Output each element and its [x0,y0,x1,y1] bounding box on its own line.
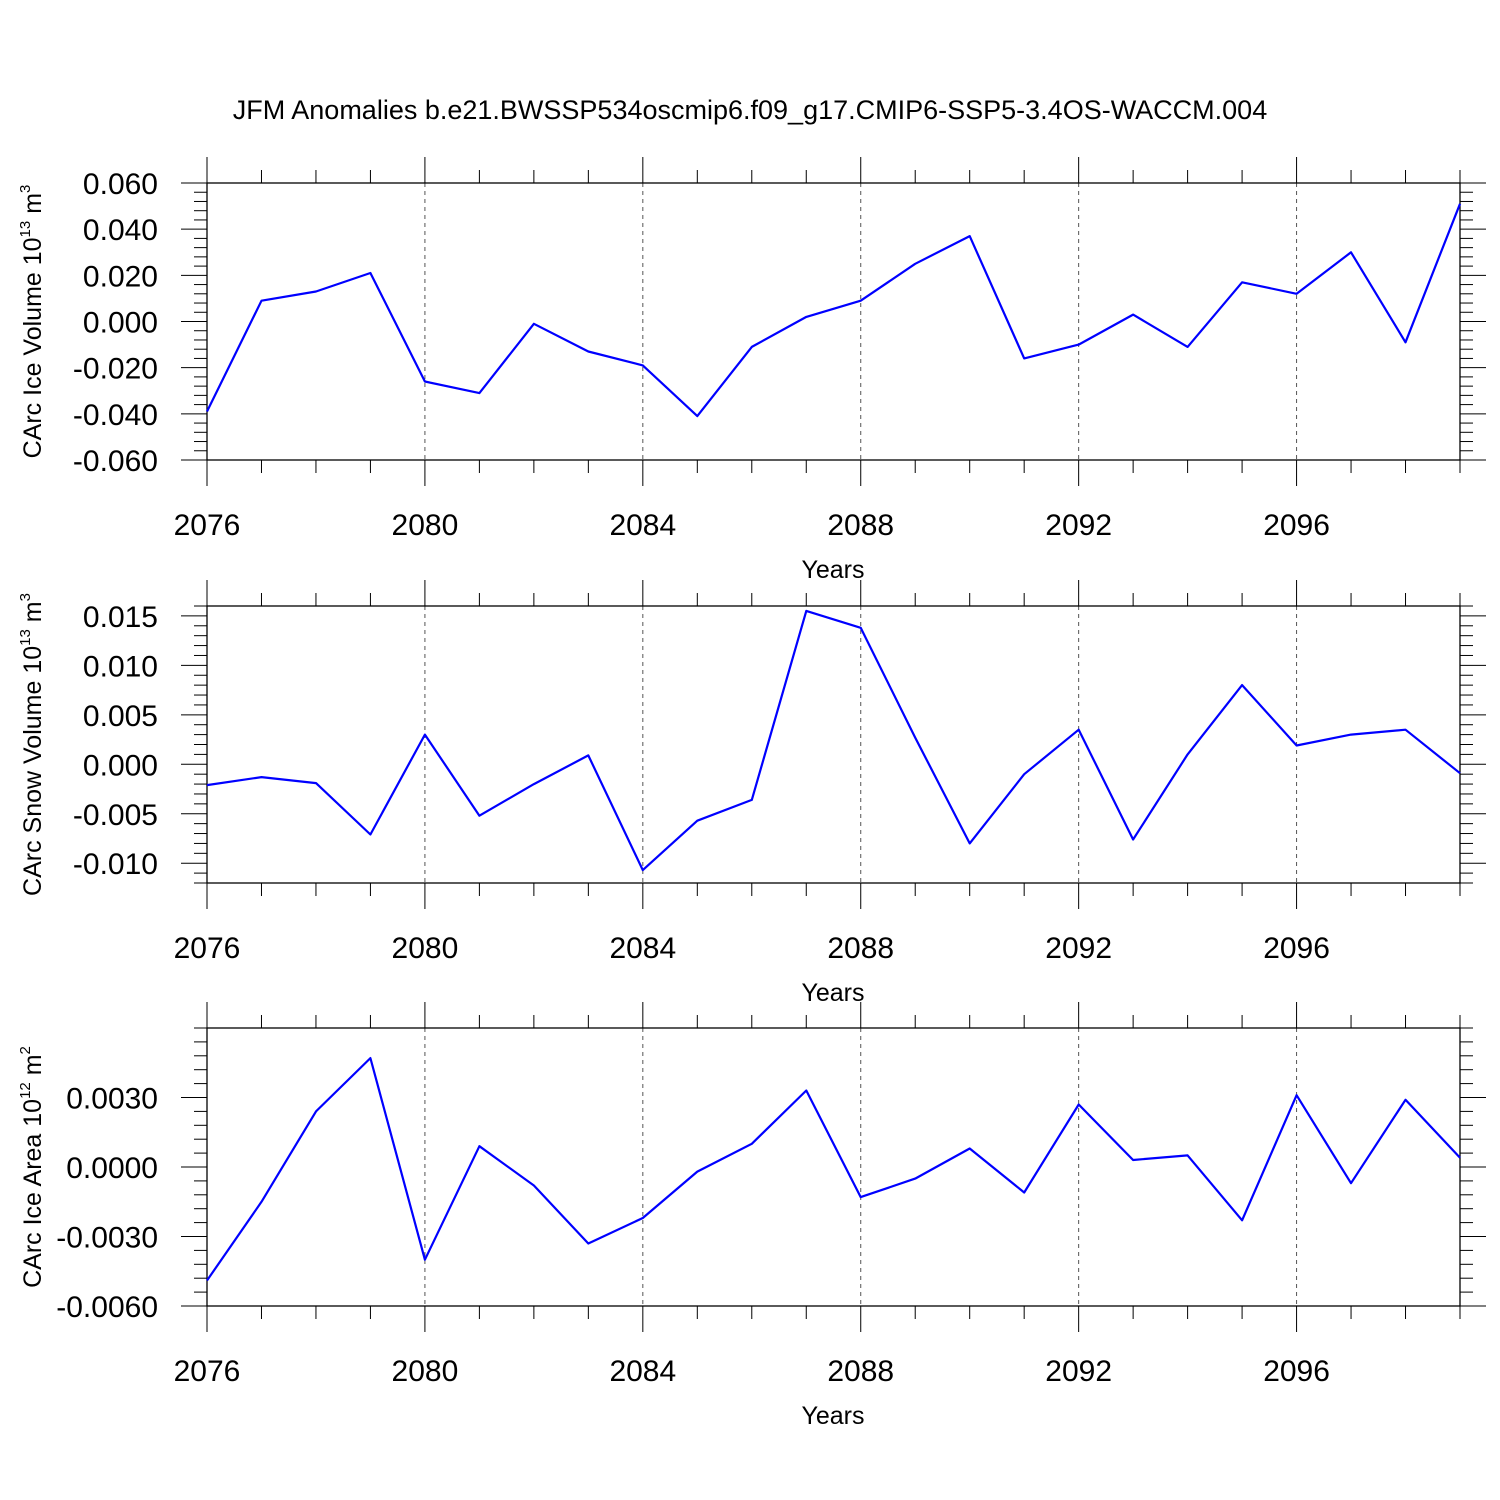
y-tick-label: 0.000 [83,307,158,340]
x-tick-label: 2076 [174,1355,241,1388]
x-axis-label: Years [801,556,864,584]
x-axis-label: Years [801,979,864,1007]
y-tick-label: -0.020 [73,353,158,386]
x-tick-label: 2096 [1263,509,1330,542]
y-axis-label: CArc Ice Volume 1013 m3 [17,185,47,459]
x-axis-label: Years [801,1402,864,1430]
x-tick-label: 2092 [1045,509,1112,542]
y-tick-label: 0.015 [83,601,158,634]
y-axis-label: CArc Ice Area 1012 m2 [17,1046,47,1288]
x-tick-label: 2076 [174,509,241,542]
x-tick-label: 2084 [609,1355,676,1388]
x-tick-label: 2092 [1045,1355,1112,1388]
y-tick-label: 0.020 [83,260,158,293]
y-tick-label: 0.005 [83,700,158,733]
x-tick-label: 2080 [392,1355,459,1388]
x-tick-label: 2076 [174,932,241,965]
x-tick-label: 2088 [827,932,894,965]
y-tick-label: -0.005 [73,799,158,832]
x-tick-label: 2096 [1263,1355,1330,1388]
y-tick-label: 0.060 [83,168,158,201]
y-tick-label: 0.000 [83,749,158,782]
x-tick-label: 2096 [1263,932,1330,965]
y-tick-label: 0.0030 [66,1083,158,1116]
panel-3: 2076 2080 2084 2088 2092 2096 -0.0060 -0.0030 0.… [17,1002,1486,1430]
y-tick-label: 0.010 [83,650,158,683]
x-tick-label: 2080 [392,932,459,965]
x-tick-label: 2080 [392,509,459,542]
y-tick-label: -0.0060 [56,1291,158,1324]
x-tick-label: 2084 [609,509,676,542]
x-tick-label: 2088 [827,1355,894,1388]
y-tick-label: 0.040 [83,214,158,247]
series-line [206,1056,1461,1282]
x-tick-label: 2084 [609,932,676,965]
y-tick-label: -0.010 [73,848,158,881]
panel-2: 2076 2080 2084 2088 2092 2096 -0.010 -0.005 0.00… [17,580,1486,1007]
y-axis-label: CArc Snow Volume 1013 m3 [17,593,47,896]
plot-frame [206,605,1461,884]
series-line [206,203,1462,418]
panel-1: 2076 2080 2084 2088 2092 2096 -0.060 -0.040 -0.0… [17,157,1486,584]
y-tick-label: -0.040 [73,399,158,432]
x-tick-label: 2088 [827,509,894,542]
figure-title: JFM Anomalies b.e21.BWSSP534oscmip6.f09_… [233,95,1267,125]
y-tick-label: -0.060 [73,445,158,478]
x-tick-label: 2092 [1045,932,1112,965]
series-line [206,609,1461,872]
y-tick-label: -0.0030 [56,1222,158,1255]
y-tick-label: 0.0000 [66,1152,158,1185]
